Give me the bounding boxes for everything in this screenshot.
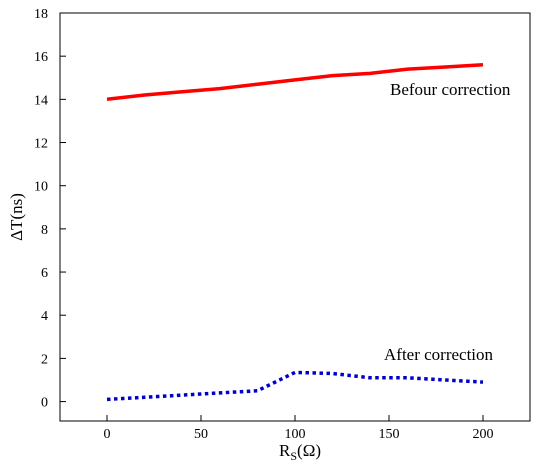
axis-ticks: 0 50 100 150 200 0 2 4 6 8 10 12 14 16 18 xyxy=(34,7,494,442)
series-annotations: Befour correction After correction xyxy=(384,80,511,364)
x-tick-label: 0 xyxy=(104,427,111,442)
y-tick-label: 14 xyxy=(34,93,48,108)
x-axis-label-subscript: S xyxy=(290,449,297,463)
y-tick-label: 8 xyxy=(41,223,48,238)
y-tick-label: 10 xyxy=(34,180,48,195)
y-tick-label: 2 xyxy=(41,352,48,367)
series-lines xyxy=(106,63,484,402)
y-tick-label: 0 xyxy=(41,396,48,411)
series-line-befour-correction xyxy=(106,63,484,102)
y-tick-label: 12 xyxy=(34,137,48,152)
y-axis-label: ΔT(ns) xyxy=(7,193,26,241)
y-tick-label: 6 xyxy=(41,266,48,281)
x-tick-label: 50 xyxy=(194,427,208,442)
x-tick-label: 200 xyxy=(473,427,494,442)
x-axis-label-main: R xyxy=(279,441,291,460)
x-tick-label: 150 xyxy=(379,427,400,442)
x-tick-label: 100 xyxy=(285,427,306,442)
y-tick-label: 18 xyxy=(34,7,48,22)
annotation-befour-correction: Befour correction xyxy=(390,80,511,99)
x-axis-label: RS(Ω) xyxy=(279,441,321,463)
y-tick-label: 16 xyxy=(34,50,48,65)
y-tick-label: 4 xyxy=(41,309,48,324)
annotation-after-correction: After correction xyxy=(384,345,494,364)
x-axis-label-unit: (Ω) xyxy=(297,441,321,460)
series-line-after-correction xyxy=(106,370,484,402)
